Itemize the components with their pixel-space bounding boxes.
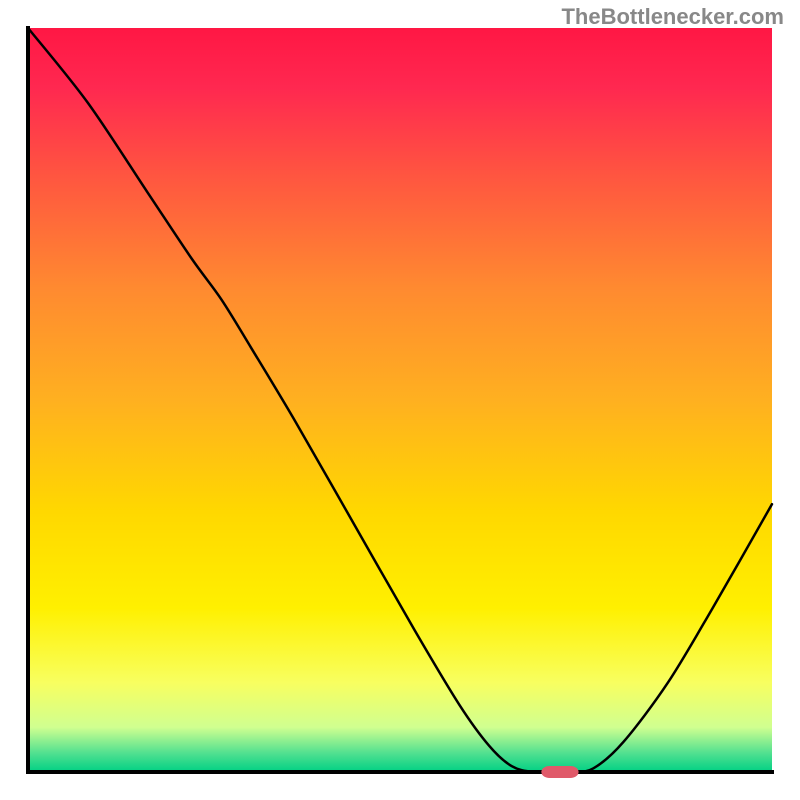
chart-container: TheBottlenecker.com [0, 0, 800, 800]
chart-svg [0, 0, 800, 800]
plot-background [28, 28, 772, 772]
optimal-marker [541, 766, 578, 778]
watermark: TheBottlenecker.com [561, 4, 784, 30]
